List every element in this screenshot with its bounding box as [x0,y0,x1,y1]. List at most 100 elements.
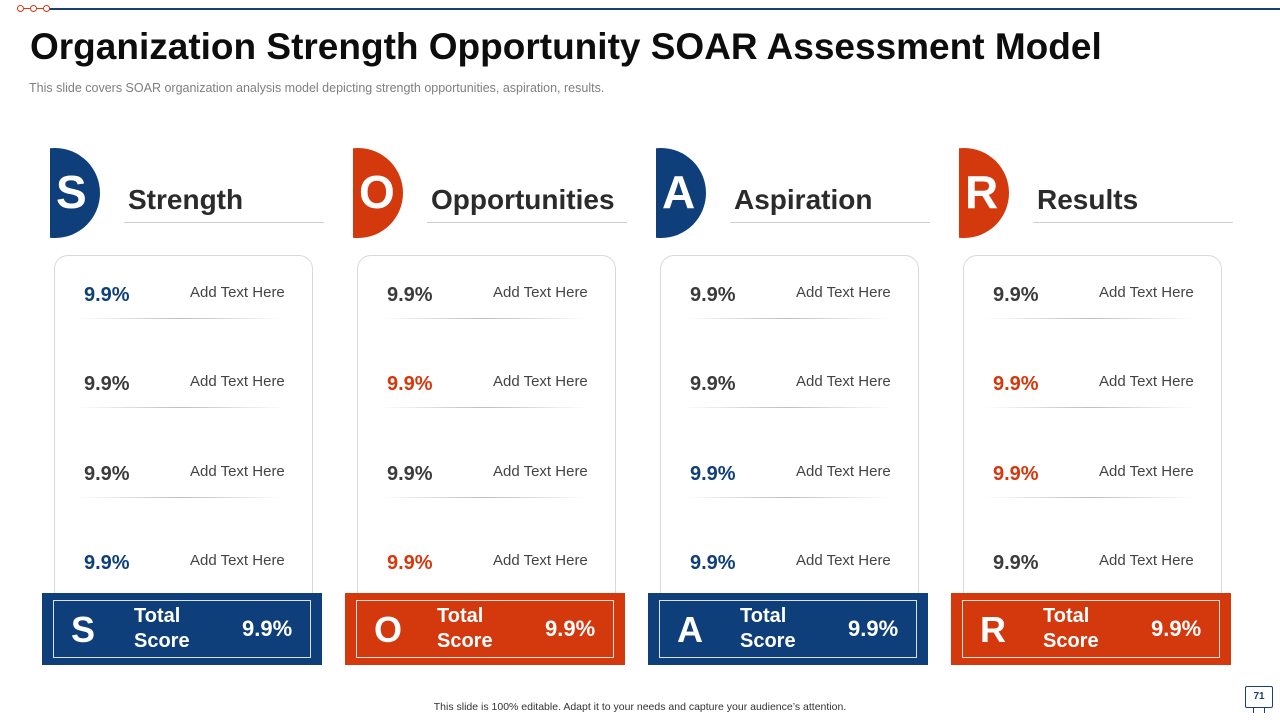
metric-text[interactable]: Add Text Here [796,552,891,569]
metric-row: 9.9% Add Text Here [357,544,616,584]
row-divider [379,407,589,408]
row-divider [76,318,286,319]
soar-column-results: R Results 9.9% Add Text Here 9.9% Add Text He… [951,146,1244,666]
total-letter: S [71,609,96,650]
metric-text[interactable]: Add Text Here [796,284,891,301]
metric-value: 9.9% [993,284,1039,306]
header-divider [124,222,324,223]
footer-note: This slide is 100% editable. Adapt it to… [433,701,847,713]
total-letter: R [980,609,1006,650]
row-divider [682,318,892,319]
metric-value: 9.9% [387,373,433,395]
metric-row: 9.9% Add Text Here [54,365,313,405]
decorative-dots-icon [17,5,50,12]
total-score-bar: S Total Score 9.9% [42,593,322,665]
metric-row: 9.9% Add Text Here [660,455,919,495]
page-subtitle: This slide covers SOAR organization anal… [29,81,605,95]
metric-text[interactable]: Add Text Here [190,552,285,569]
header-letter: R [965,166,999,218]
metric-text[interactable]: Add Text Here [493,284,588,301]
metric-text[interactable]: Add Text Here [1099,463,1194,480]
row-divider [682,497,892,498]
header-divider [730,222,930,223]
total-score-frame [53,600,311,658]
metric-value: 9.9% [993,552,1039,574]
metric-value: 9.9% [690,284,736,306]
total-score-value: 9.9% [242,616,293,641]
row-divider [379,497,589,498]
header-title: Aspiration [734,184,873,215]
soar-column-aspiration: A Aspiration 9.9% Add Text Here 9.9% Add Text… [648,146,941,666]
page-number: 71 [1245,686,1273,708]
metric-value: 9.9% [690,373,736,395]
metric-row: 9.9% Add Text Here [54,455,313,495]
total-score-label: Total Score [740,605,796,652]
total-score-frame [962,600,1220,658]
total-score-frame [356,600,614,658]
column-header: R Results [959,146,1244,241]
row-divider [379,318,589,319]
metric-text[interactable]: Add Text Here [190,284,285,301]
metric-text[interactable]: Add Text Here [796,373,891,390]
metric-row: 9.9% Add Text Here [54,544,313,584]
header-letter: A [662,166,696,218]
total-score-bar: O Total Score 9.9% [345,593,625,665]
metric-value: 9.9% [993,373,1039,395]
metric-value: 9.9% [993,463,1039,485]
row-divider [76,497,286,498]
total-score-value: 9.9% [1151,616,1202,641]
total-score-bar: R Total Score 9.9% [951,593,1231,665]
metric-text[interactable]: Add Text Here [190,373,285,390]
metric-row: 9.9% Add Text Here [963,544,1222,584]
header-title: Opportunities [431,184,615,215]
metric-value: 9.9% [387,552,433,574]
metric-text[interactable]: Add Text Here [493,373,588,390]
metric-row: 9.9% Add Text Here [357,276,616,316]
row-divider [985,318,1195,319]
metric-value: 9.9% [387,463,433,485]
column-header: S Strength [50,146,335,241]
row-divider [985,407,1195,408]
metric-row: 9.9% Add Text Here [963,276,1222,316]
metric-value: 9.9% [84,284,130,306]
metric-text[interactable]: Add Text Here [493,552,588,569]
row-divider [682,407,892,408]
header-title: Results [1037,184,1139,215]
metric-value: 9.9% [84,552,130,574]
metric-row: 9.9% Add Text Here [660,276,919,316]
metric-value: 9.9% [690,552,736,574]
metric-value: 9.9% [84,373,130,395]
soar-column-opportunities: O Opportunities 9.9% Add Text Here 9.9% Add T… [345,146,638,666]
total-score-bar: A Total Score 9.9% [648,593,928,665]
metric-text[interactable]: Add Text Here [1099,552,1194,569]
metric-row: 9.9% Add Text Here [357,455,616,495]
metric-row: 9.9% Add Text Here [963,455,1222,495]
total-score-value: 9.9% [545,616,596,641]
metric-row: 9.9% Add Text Here [660,365,919,405]
total-score-frame [659,600,917,658]
total-letter: O [374,609,403,650]
row-divider [76,407,286,408]
header-letter: S [56,166,87,218]
header-letter: O [359,166,395,218]
total-score-label: Total Score [437,605,493,652]
metric-row: 9.9% Add Text Here [660,544,919,584]
metric-row: 9.9% Add Text Here [54,276,313,316]
metric-text[interactable]: Add Text Here [796,463,891,480]
total-letter: A [677,609,703,650]
column-header: A Aspiration [656,146,941,241]
total-score-value: 9.9% [848,616,899,641]
header-title: Strength [128,184,244,215]
row-divider [985,497,1195,498]
metric-text[interactable]: Add Text Here [493,463,588,480]
metric-text[interactable]: Add Text Here [190,463,285,480]
metric-text[interactable]: Add Text Here [1099,284,1194,301]
metric-value: 9.9% [690,463,736,485]
soar-column-strength: S Strength 9.9% Add Text Here 9.9% Add Text H… [42,146,335,666]
metric-text[interactable]: Add Text Here [1099,373,1194,390]
metric-value: 9.9% [84,463,130,485]
metric-row: 9.9% Add Text Here [963,365,1222,405]
total-score-label: Total Score [134,605,190,652]
page-number-stand-icon [1253,708,1265,713]
metric-row: 9.9% Add Text Here [357,365,616,405]
